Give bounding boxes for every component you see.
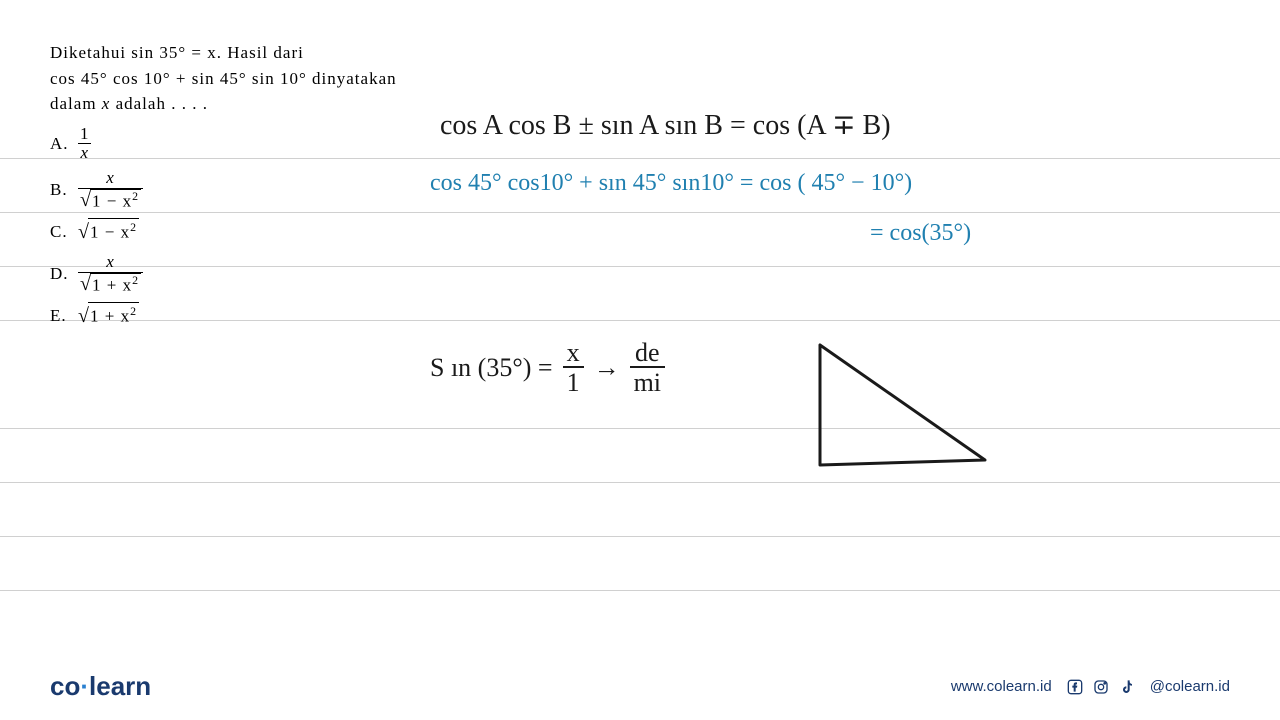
logo: co·learn xyxy=(50,671,151,702)
options-list: A. 1 x B. x √1 − x2 C. √1 − x2 xyxy=(50,125,410,331)
triangle-sketch xyxy=(800,335,1000,485)
option-c: C. √1 − x2 xyxy=(50,217,410,247)
facebook-icon xyxy=(1066,678,1084,696)
handwriting-sin-eq: S ın (35°) = x 1 → de mi xyxy=(430,340,665,396)
social-icons xyxy=(1066,678,1136,696)
question-line3: dalam x adalah . . . . xyxy=(50,94,208,113)
handwriting-identity: cos A cos B ± sın A sın B = cos (A ∓ B) xyxy=(440,108,891,142)
footer-handle: @colearn.id xyxy=(1150,678,1230,695)
option-d: D. x √1 + x2 xyxy=(50,253,410,295)
footer-url: www.colearn.id xyxy=(951,678,1052,695)
question-block: Diketahui sin 35° = x. Hasil dari cos 45… xyxy=(50,40,410,331)
option-b: B. x √1 − x2 xyxy=(50,169,410,211)
handwriting-step2: = cos(35°) xyxy=(870,220,971,247)
tiktok-icon xyxy=(1118,678,1136,696)
option-a: A. 1 x xyxy=(50,125,410,163)
option-e: E. √1 + x2 xyxy=(50,301,410,331)
instagram-icon xyxy=(1092,678,1110,696)
handwriting-step1: cos 45° cos10° + sın 45° sın10° = cos ( … xyxy=(430,170,912,197)
footer: co·learn www.colearn.id @colearn.id xyxy=(0,671,1280,702)
question-line1: Diketahui sin 35° = x. Hasil dari xyxy=(50,43,304,62)
question-line2: cos 45° cos 10° + sin 45° sin 10° dinyat… xyxy=(50,69,397,88)
